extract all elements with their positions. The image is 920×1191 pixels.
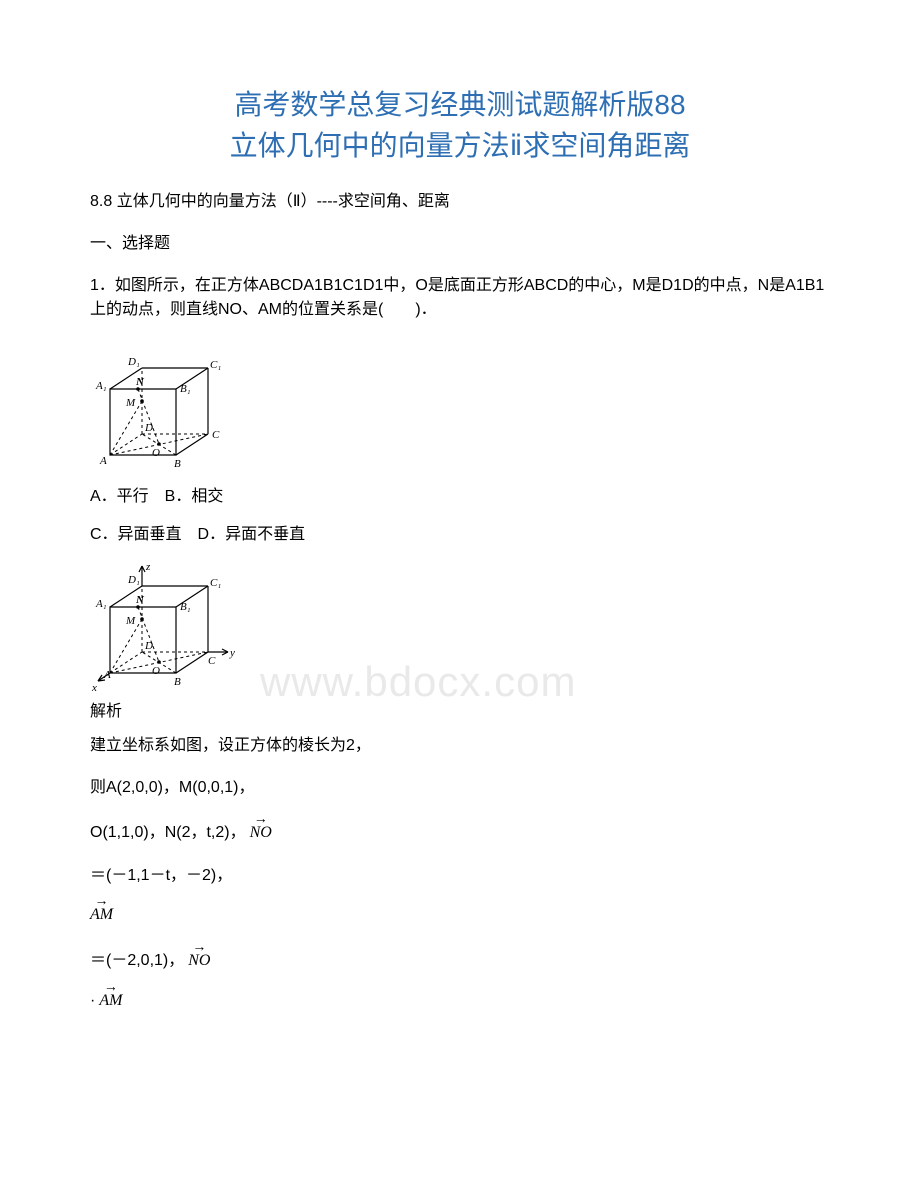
label-B1: B₁ (180, 383, 191, 395)
axis-y: y (229, 647, 235, 659)
dot-prefix: · (90, 992, 95, 1010)
analysis-5-text: ＝(－2,0,1)， (90, 946, 184, 970)
title-line-1: 高考数学总复习经典测试题解析版88 (90, 85, 830, 126)
title-block: 高考数学总复习经典测试题解析版88 立体几何中的向量方法ⅱ求空间角距离 (90, 85, 830, 166)
vector-NO-1: → NO (250, 824, 272, 842)
part-label: 一、选择题 (90, 232, 830, 256)
label-A: A (99, 455, 107, 467)
label-B: B (174, 458, 181, 470)
label-O: O (152, 447, 160, 459)
label2-D: D (144, 640, 153, 652)
title-line-2: 立体几何中的向量方法ⅱ求空间角距离 (90, 126, 830, 167)
label-C1: C₁ (210, 359, 221, 371)
analysis-line-4: ＝(－1,1－t，－2)， (90, 864, 830, 888)
choice-ab: A．平行 B．相交 (90, 482, 830, 506)
analysis-3-text: O(1,1,0)，N(2，t,2)， (90, 818, 246, 842)
label2-C1: C₁ (210, 577, 221, 589)
vector-AM-2-line: · → AM (90, 992, 830, 1010)
label-N: N (135, 376, 145, 388)
section-heading: 8.8 立体几何中的向量方法（Ⅱ）----求空间角、距离 (90, 190, 830, 214)
label-C: C (212, 429, 220, 441)
analysis-line-1: 建立坐标系如图，设正方体的棱长为2， (90, 734, 830, 758)
label-A1: A₁ (95, 380, 107, 392)
vector-AM-2: → AM (99, 992, 122, 1010)
analysis-line-5: ＝(－2,0,1)， → NO (90, 946, 830, 970)
document-content: 高考数学总复习经典测试题解析版88 立体几何中的向量方法ⅱ求空间角距离 8.8 … (90, 85, 830, 1010)
vector-NO-2: → NO (188, 952, 210, 970)
label-M: M (125, 397, 136, 409)
vector-AM-1: → AM (90, 906, 113, 924)
label2-O: O (152, 665, 160, 677)
label2-C: C (208, 655, 216, 667)
label2-M: M (125, 615, 136, 627)
label2-A: A (103, 669, 111, 681)
label2-N: N (135, 594, 145, 606)
label2-D1: D₁ (127, 574, 140, 586)
axis-z: z (145, 561, 151, 573)
choice-cd: C．异面垂直 D．异面不垂直 (90, 520, 830, 544)
axis-x: x (91, 682, 97, 693)
label-D: D (144, 422, 153, 434)
vector-AM-1-line: → AM (90, 906, 830, 924)
label2-A1: A₁ (95, 598, 107, 610)
label-D1: D₁ (127, 356, 140, 368)
analysis-line-3: O(1,1,0)，N(2，t,2)， → NO (90, 818, 830, 842)
analysis-label: 解析 (90, 700, 830, 724)
q1-stem: 1．如图所示，在正方体ABCDA1B1C1D1中，O是底面正方形ABCD的中心，… (90, 274, 830, 322)
cube-figure-1: A B C D A₁ B₁ C₁ D₁ M N O (90, 340, 230, 470)
cube-figure-2: A B C D A₁ B₁ C₁ D₁ M N O x y z (90, 558, 230, 688)
label2-B: B (174, 676, 181, 688)
analysis-line-2: 则A(2,0,0)，M(0,0,1)， (90, 776, 830, 800)
label2-B1: B₁ (180, 601, 191, 613)
